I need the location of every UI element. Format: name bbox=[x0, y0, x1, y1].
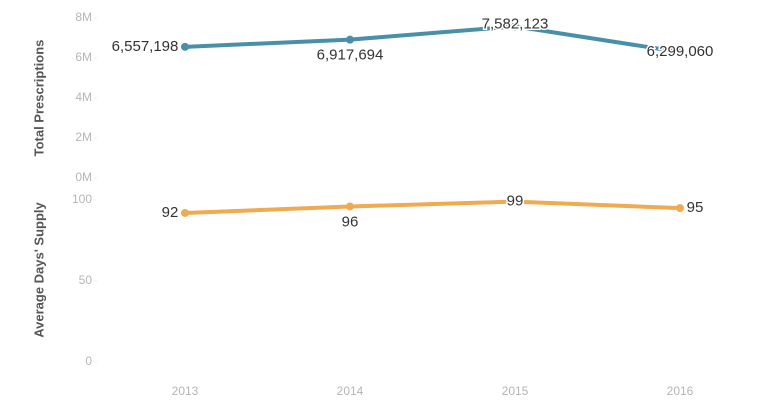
value-label: 99 bbox=[507, 193, 524, 210]
point bbox=[511, 197, 519, 206]
x-tick-label: 2013 bbox=[172, 384, 199, 398]
y-axis-title: Total Prescriptions bbox=[31, 40, 46, 157]
value-label: 6,557,198 bbox=[112, 38, 179, 55]
y-tick-label: 8M bbox=[75, 10, 92, 24]
y-tick-label: 2M bbox=[75, 130, 92, 144]
x-tick-label: 2016 bbox=[667, 384, 694, 398]
y-tick-label: 0 bbox=[85, 354, 92, 368]
x-tick-label: 2015 bbox=[502, 384, 529, 398]
line bbox=[184, 199, 681, 215]
y-axis-title: Average Days' Supply bbox=[31, 201, 46, 337]
point bbox=[346, 202, 354, 211]
line bbox=[184, 24, 681, 54]
point bbox=[676, 204, 684, 213]
value-label: 7,582,123 bbox=[482, 15, 549, 32]
value-label: 96 bbox=[342, 213, 359, 230]
y-tick-label: 4M bbox=[75, 90, 92, 104]
value-label: 95 bbox=[687, 199, 704, 216]
x-tick-label: 2014 bbox=[337, 384, 364, 398]
point bbox=[181, 208, 189, 217]
value-label: 92 bbox=[162, 204, 179, 221]
value-label: 6,917,694 bbox=[317, 47, 384, 64]
point bbox=[181, 42, 189, 51]
y-tick-label: 6M bbox=[75, 50, 92, 64]
point bbox=[511, 22, 519, 31]
point bbox=[346, 35, 354, 44]
point bbox=[676, 48, 684, 57]
y-tick-label: 100 bbox=[72, 192, 92, 206]
value-label: 6,299,060 bbox=[647, 43, 714, 60]
y-tick-label: 50 bbox=[79, 273, 93, 287]
y-tick-label: 0M bbox=[75, 170, 92, 184]
